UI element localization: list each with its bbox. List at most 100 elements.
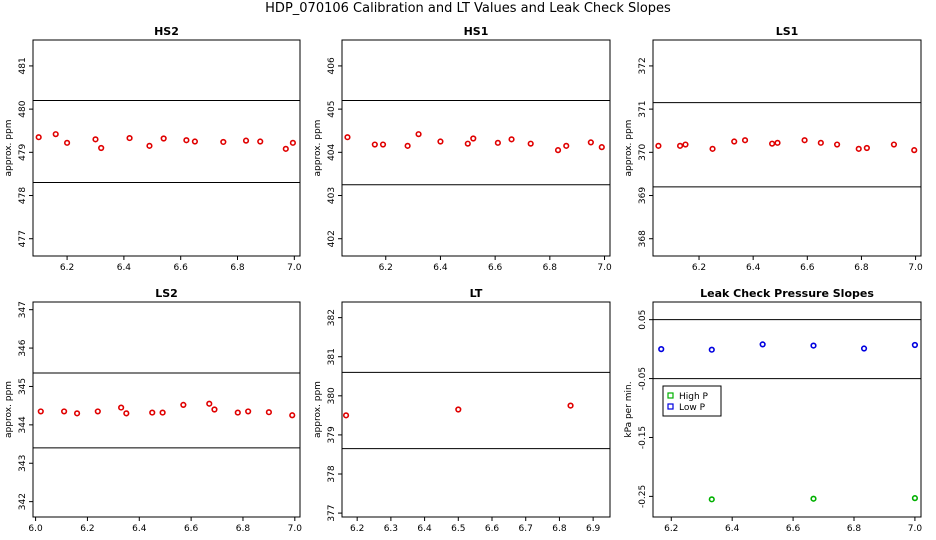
panel-title: LT — [470, 287, 483, 300]
y-tick-label: 403 — [327, 187, 337, 204]
y-tick-label: 377 — [327, 504, 337, 521]
y-tick-label: -0.25 — [638, 485, 648, 508]
y-axis-label: kPa per min. — [624, 381, 634, 437]
data-point — [855, 145, 862, 152]
x-tick-label: 6.0 — [28, 524, 43, 534]
data-point — [437, 138, 444, 145]
data-point — [183, 137, 190, 144]
panel-title: LS2 — [155, 287, 178, 300]
x-tick-label: 7.0 — [908, 524, 923, 534]
data-point — [126, 134, 133, 142]
data-point — [682, 141, 689, 148]
y-tick-label: 0.05 — [638, 310, 648, 330]
data-point — [265, 409, 272, 416]
plot-frame — [341, 39, 611, 257]
data-point — [211, 406, 218, 413]
panel-2: HS1 6.2 6.4 6.6 6.8 7.0 402 403 404 405 406 approx.… — [313, 25, 612, 273]
data-point — [741, 137, 749, 144]
plot-frame — [32, 39, 301, 257]
data-point — [220, 138, 227, 146]
data-point — [527, 140, 534, 147]
x-tick-label: 6.2 — [60, 263, 74, 273]
panel-4: LS2 6.0 6.2 6.4 6.6 6.8 7.0 342 343 344 345 346 347 a… — [4, 287, 302, 534]
data-point — [379, 141, 387, 148]
data-point — [833, 141, 841, 148]
data-point — [464, 140, 471, 147]
data-point — [344, 134, 351, 141]
data-point — [415, 131, 422, 138]
y-tick-label: 481 — [18, 57, 28, 74]
y-axis-label: approx. ppm — [313, 381, 323, 438]
y-tick-label: 346 — [18, 339, 28, 356]
y-axis-label: approx. ppm — [4, 120, 14, 177]
x-tick-label: 6.3 — [384, 524, 398, 534]
data-point — [759, 341, 766, 348]
data-point — [159, 409, 166, 416]
y-tick-label: -0.15 — [638, 426, 648, 449]
y-tick-label: 369 — [638, 187, 648, 204]
data-point — [342, 412, 350, 419]
legend-marker — [667, 392, 674, 399]
x-tick-label: 6.8 — [847, 524, 862, 534]
data-point — [817, 139, 824, 146]
data-point — [63, 139, 71, 146]
legend-marker — [667, 403, 674, 410]
data-point — [160, 135, 167, 142]
data-point — [149, 409, 156, 416]
legend-label: Low P — [679, 403, 706, 413]
data-point — [810, 342, 817, 349]
x-tick-label: 6.8 — [230, 263, 245, 273]
x-tick-label: 6.8 — [236, 524, 251, 534]
y-tick-label: 345 — [18, 378, 28, 395]
data-point — [404, 142, 411, 149]
data-point — [98, 144, 105, 152]
data-point — [242, 137, 250, 144]
data-point — [191, 138, 199, 145]
data-point — [567, 402, 574, 409]
y-tick-label: 379 — [327, 426, 337, 443]
y-tick-label: 381 — [327, 348, 337, 365]
y-tick-label: 380 — [327, 387, 337, 404]
y-tick-label: 479 — [18, 143, 28, 160]
data-point — [598, 144, 605, 151]
data-point — [769, 140, 776, 147]
data-point — [731, 138, 738, 145]
legend-label: High P — [679, 392, 709, 402]
data-point — [554, 147, 562, 154]
y-tick-label: 347 — [18, 301, 28, 318]
x-tick-label: 6.2 — [692, 263, 706, 273]
x-tick-label: 6.9 — [586, 524, 601, 534]
x-tick-label: 6.5 — [451, 524, 465, 534]
panel-6: Leak Check Pressure Slopes 6.2 6.4 6.6 6.8 7.… — [624, 287, 922, 534]
legend-box — [662, 385, 722, 417]
y-tick-label: 382 — [327, 309, 337, 326]
x-tick-label: 6.2 — [664, 524, 678, 534]
data-point — [911, 495, 919, 502]
data-point — [282, 145, 289, 152]
x-tick-label: 6.8 — [543, 263, 558, 273]
data-point — [708, 496, 715, 503]
data-point — [146, 142, 153, 149]
data-point — [708, 346, 715, 353]
panel-5: LT 6.2 6.3 6.4 6.5 6.6 6.7 6.8 6.9 377 378 379 380 38… — [313, 287, 611, 534]
y-tick-label: 480 — [18, 100, 28, 117]
data-point — [774, 139, 781, 146]
data-point — [863, 144, 870, 152]
y-tick-label: 370 — [638, 143, 648, 160]
x-tick-label: 6.4 — [433, 263, 448, 273]
data-point — [658, 346, 665, 353]
data-point — [180, 401, 187, 408]
data-point — [289, 139, 296, 146]
x-tick-label: 6.8 — [552, 524, 567, 534]
data-point — [123, 410, 130, 417]
data-point — [860, 345, 868, 352]
panel-title: HS2 — [154, 25, 179, 38]
data-point — [37, 408, 44, 415]
y-tick-label: 477 — [18, 230, 28, 247]
data-point — [810, 495, 817, 502]
data-point — [801, 137, 808, 144]
data-point — [234, 409, 241, 416]
data-point — [61, 408, 68, 415]
x-tick-label: 6.2 — [379, 263, 393, 273]
